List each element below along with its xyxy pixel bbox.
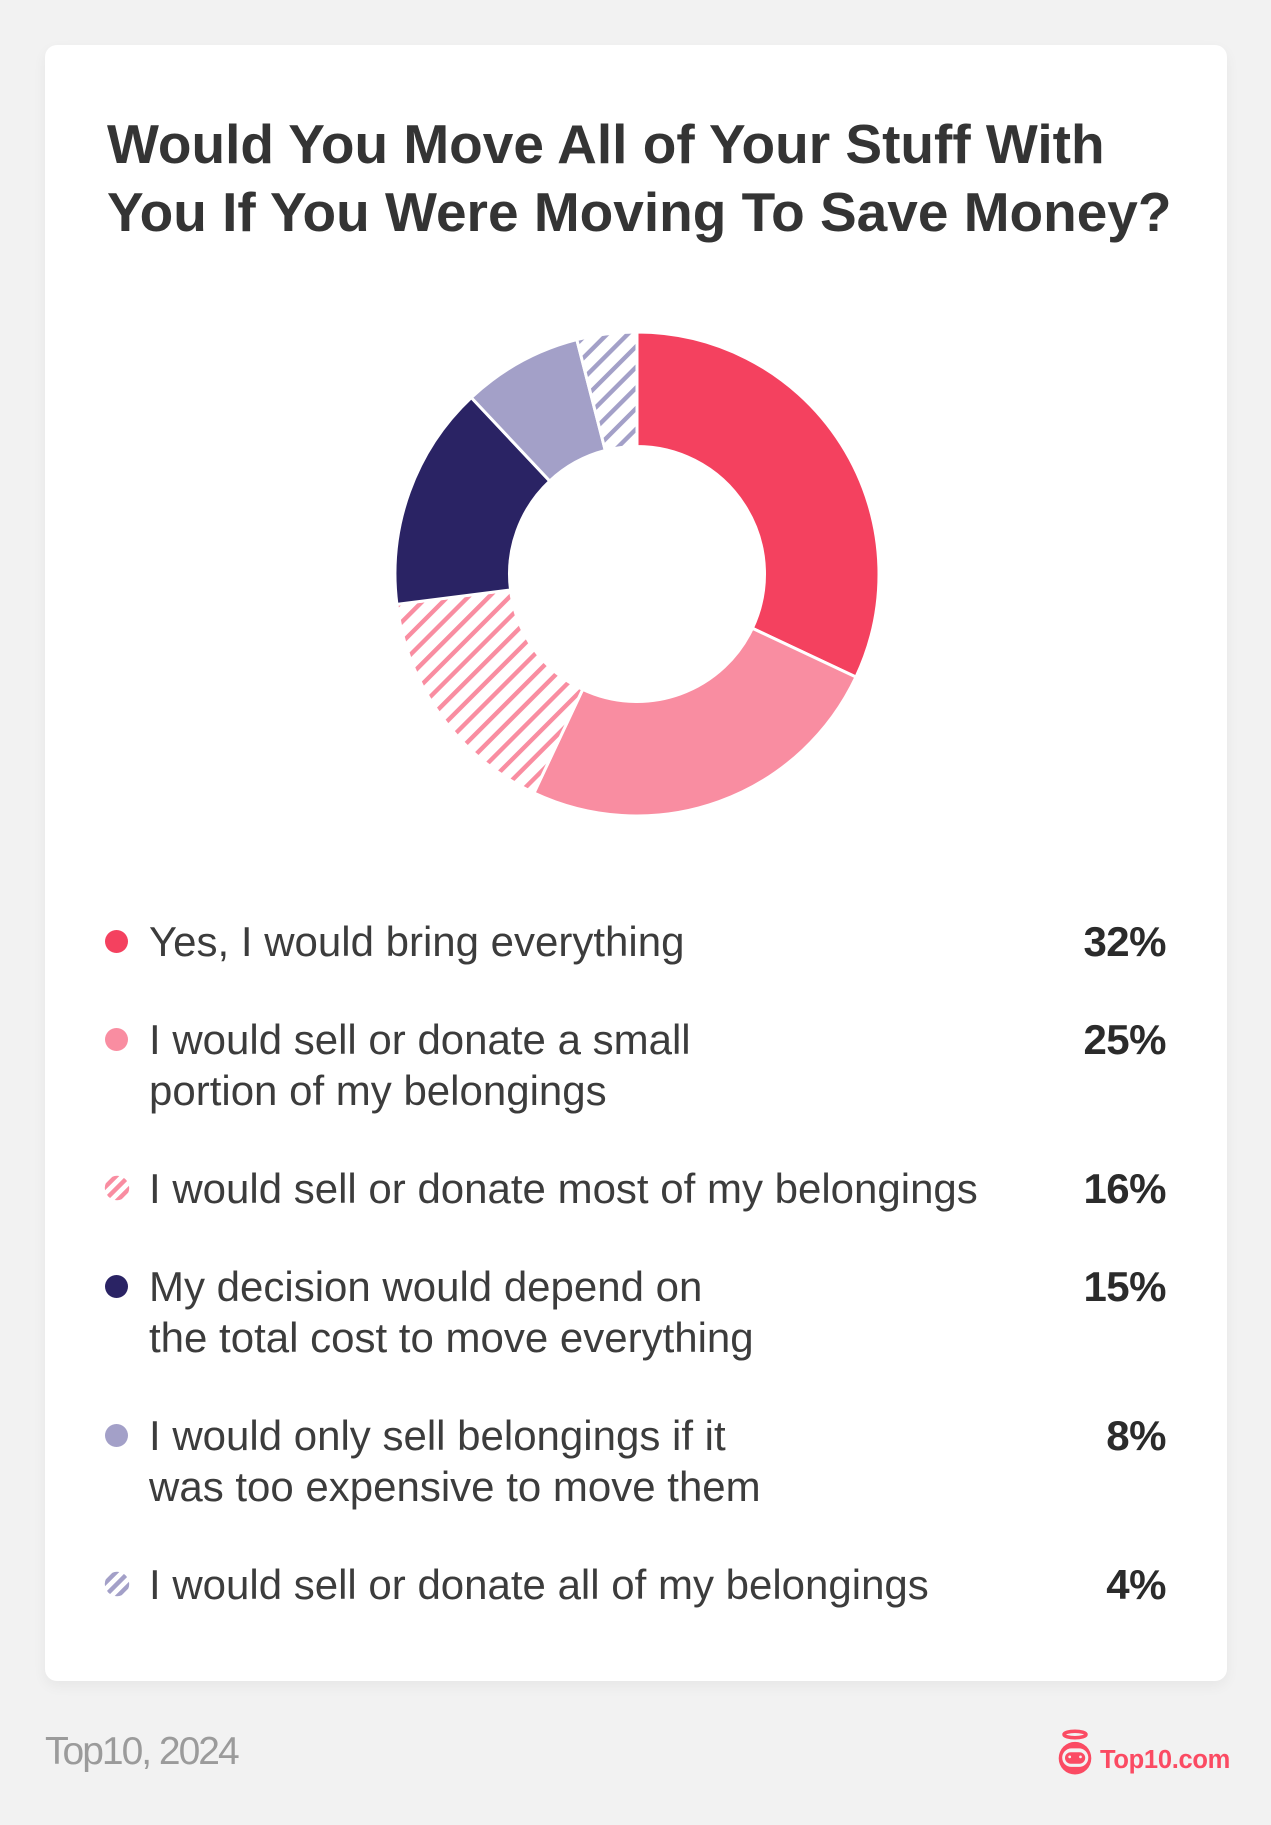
svg-text:Top10.com: Top10.com [1100, 1746, 1230, 1774]
